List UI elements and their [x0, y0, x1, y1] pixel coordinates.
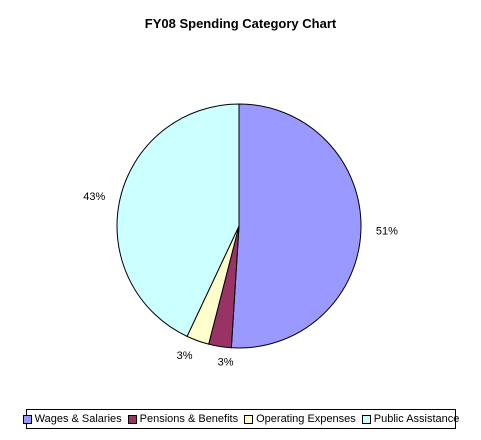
legend-label-3: Public Assistance	[373, 413, 460, 425]
legend-item-3: Public Assistance	[361, 413, 460, 425]
legend-swatch-3	[361, 414, 371, 424]
legend-item-1: Pensions & Benefits	[127, 413, 239, 425]
slice-label-2: 3%	[177, 350, 193, 362]
legend: Wages & Salaries Pensions & Benefits Opera…	[22, 409, 459, 429]
legend-swatch-2	[244, 414, 254, 424]
legend-swatch-1	[127, 414, 137, 424]
legend-item-2: Operating Expenses	[244, 413, 356, 425]
legend-label-1: Pensions & Benefits	[139, 413, 239, 425]
slice-label-0: 51%	[376, 225, 398, 237]
legend-item-0: Wages & Salaries	[22, 413, 122, 425]
legend-swatch-0	[22, 414, 32, 424]
legend-label-0: Wages & Salaries	[34, 413, 122, 425]
slice-label-1: 3%	[218, 356, 234, 368]
legend-label-2: Operating Expenses	[256, 413, 356, 425]
chart-title: FY08 Spending Category Chart	[144, 16, 337, 31]
slice-label-3: 43%	[83, 191, 105, 203]
pie-slice-3	[116, 103, 240, 338]
pie-slice-0	[230, 103, 362, 349]
